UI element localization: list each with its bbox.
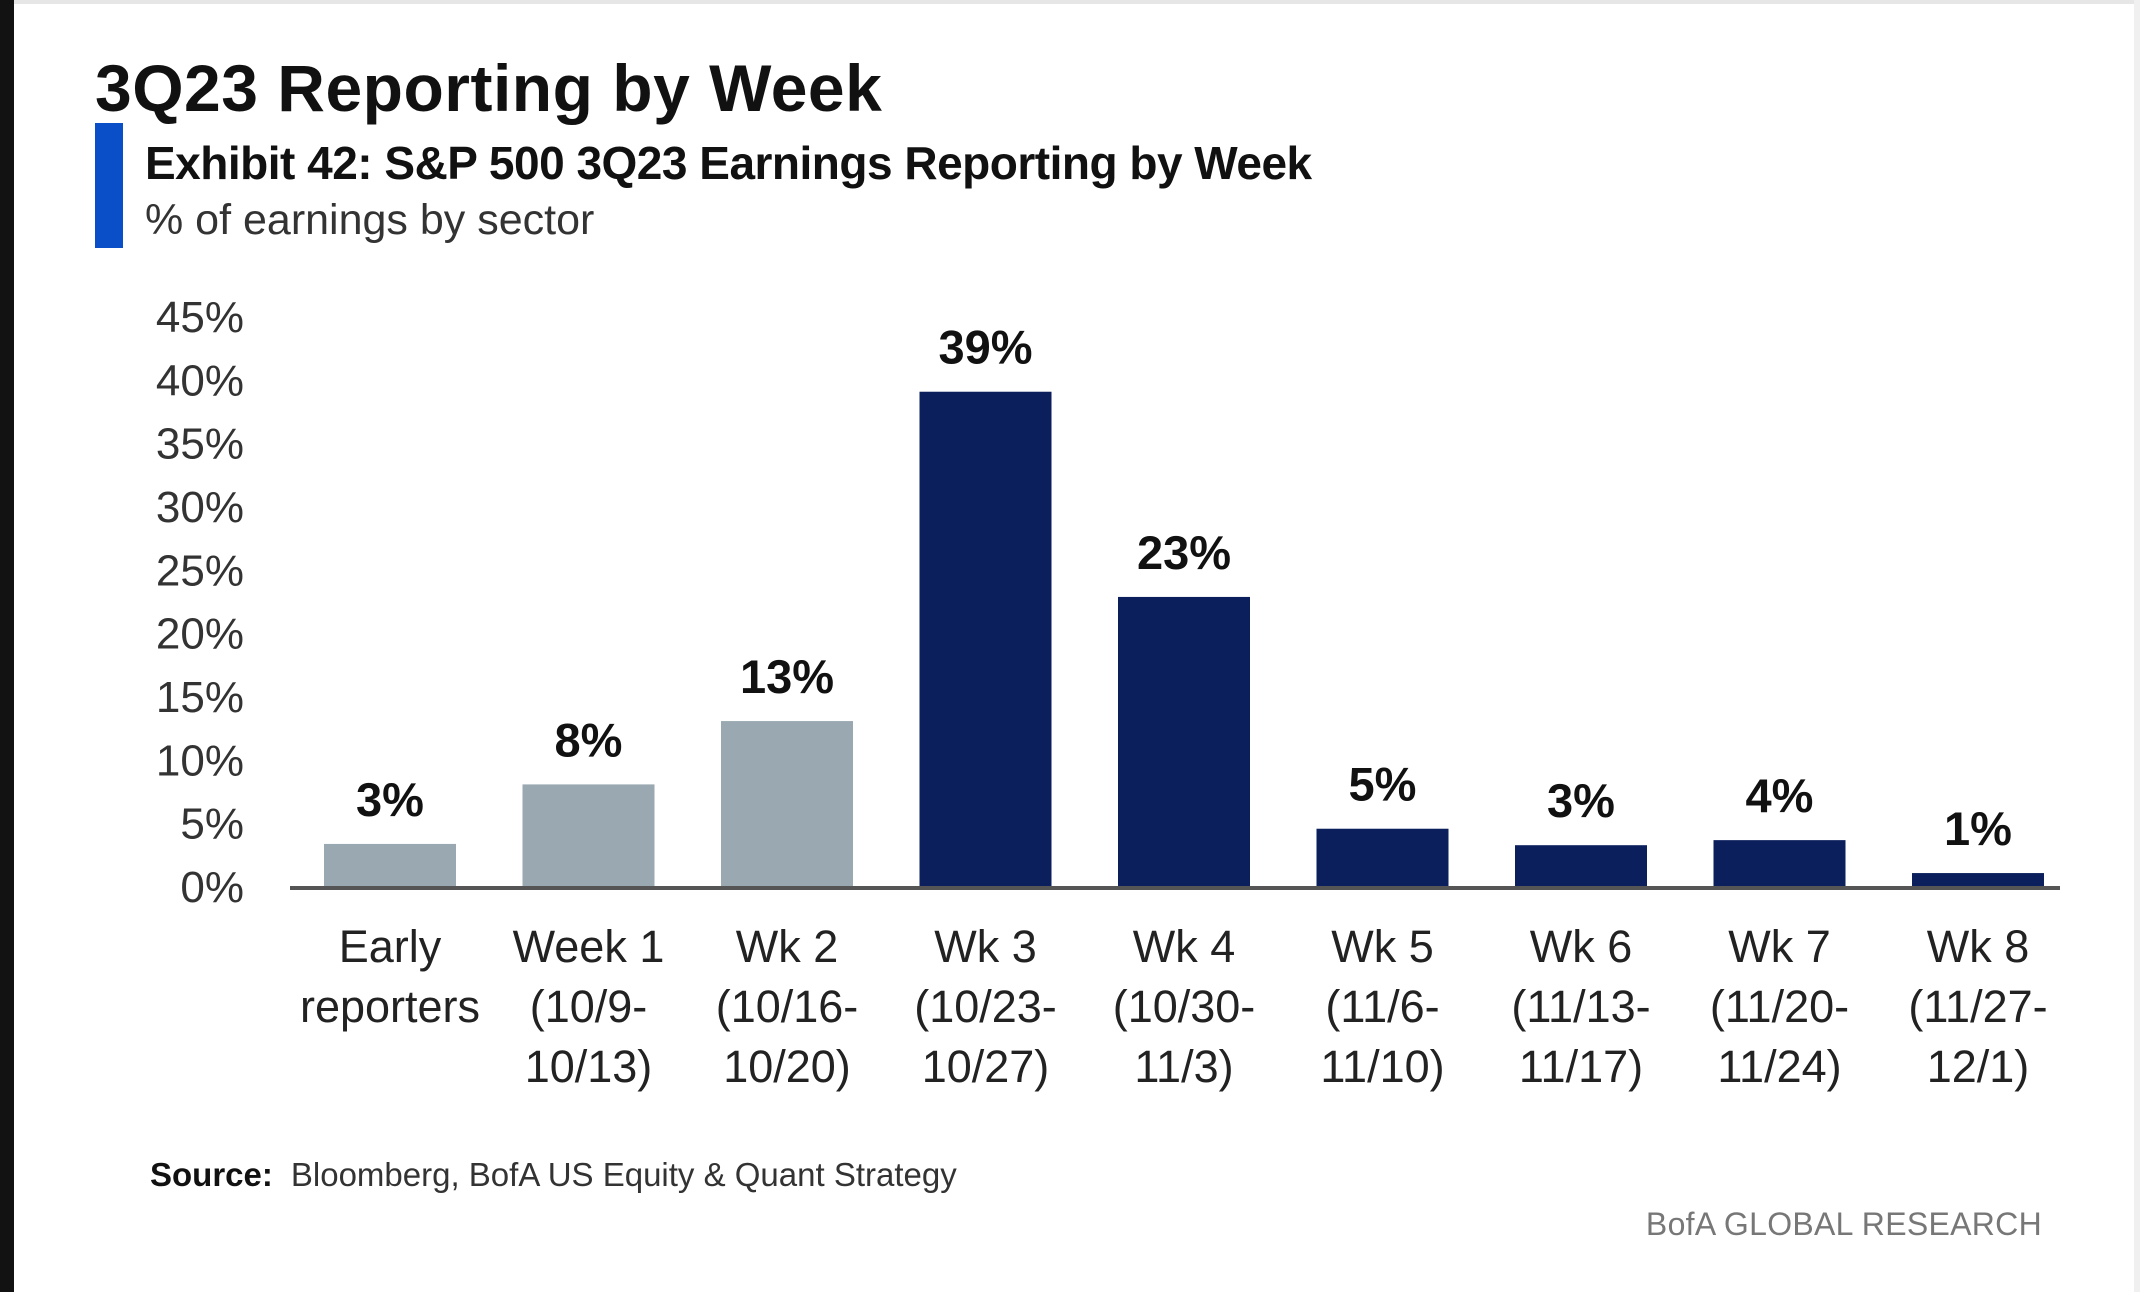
bar xyxy=(721,721,853,887)
source-label: Source: xyxy=(150,1156,273,1193)
y-tick-label: 0% xyxy=(180,863,244,912)
bar xyxy=(919,391,1052,887)
y-tick-label: 10% xyxy=(156,736,244,785)
page-title: 3Q23 Reporting by Week xyxy=(95,51,883,125)
y-tick-label: 5% xyxy=(180,800,244,849)
x-category-label: Wk 6 (11/13-11/17) xyxy=(1511,921,1650,1092)
bar xyxy=(1118,596,1250,887)
x-category-label: Wk 8 (11/27-12/1) xyxy=(1908,921,2047,1092)
x-category-label: Wk 4 (10/30-11/3) xyxy=(1113,921,1256,1092)
y-tick-label: 15% xyxy=(156,673,244,722)
data-label: 4% xyxy=(1746,769,1814,822)
bar xyxy=(1713,840,1846,887)
bar-series: 3% 8% 13% 39% 23% 5% 3% 4% 1% xyxy=(324,321,2044,887)
data-label: 3% xyxy=(1547,774,1615,827)
data-label: 13% xyxy=(740,650,834,703)
data-label: 3% xyxy=(356,773,424,826)
data-label: 23% xyxy=(1137,526,1231,579)
bar xyxy=(1912,873,2044,887)
data-label: 5% xyxy=(1349,758,1417,811)
y-tick-label: 45% xyxy=(156,293,244,342)
y-tick-label: 35% xyxy=(156,420,244,469)
source-text: Bloomberg, BofA US Equity & Quant Strate… xyxy=(290,1156,957,1193)
top-border xyxy=(0,0,2140,4)
brand-label: BofA GLOBAL RESEARCH xyxy=(1645,1206,2042,1242)
source-note: Source: Bloomberg, BofA US Equity & Quant… xyxy=(150,1156,957,1194)
data-label: 39% xyxy=(938,321,1032,374)
exhibit-title: Exhibit 42: S&P 500 3Q23 Earnings Report… xyxy=(145,137,1312,189)
bar xyxy=(522,784,655,887)
y-tick-label: 25% xyxy=(156,546,244,595)
x-category-label: Week 1 (10/9-10/13) xyxy=(513,921,665,1092)
x-category-label: Wk 7 (11/20-11/24) xyxy=(1710,921,1849,1092)
bar xyxy=(1316,828,1449,887)
data-label: 1% xyxy=(1944,802,2012,855)
y-tick-label: 40% xyxy=(156,356,244,405)
y-tick-label: 20% xyxy=(156,610,244,659)
x-category-label: Wk 2 (10/16-10/20) xyxy=(716,921,859,1092)
bar xyxy=(1515,845,1647,887)
right-window-edge xyxy=(2134,0,2140,1292)
y-tick-label: 30% xyxy=(156,483,244,532)
y-axis: 0% 5% 10% 15% 20% 25% 30% 35% 40% 45% xyxy=(156,293,244,912)
x-category-label: Wk 3 (10/23-10/27) xyxy=(914,921,1057,1092)
x-category-label: Early reporters xyxy=(300,921,480,1032)
exhibit-accent-bar xyxy=(95,123,123,248)
x-category-label: Wk 5 (11/6-11/10) xyxy=(1320,921,1444,1092)
bar xyxy=(324,843,456,887)
exhibit-subtitle: % of earnings by sector xyxy=(145,196,595,244)
data-label: 8% xyxy=(555,713,623,766)
left-window-edge xyxy=(0,0,14,1292)
x-axis: Early reporters Week 1 (10/9-10/13) Wk 2 (10/… xyxy=(290,886,2060,1092)
